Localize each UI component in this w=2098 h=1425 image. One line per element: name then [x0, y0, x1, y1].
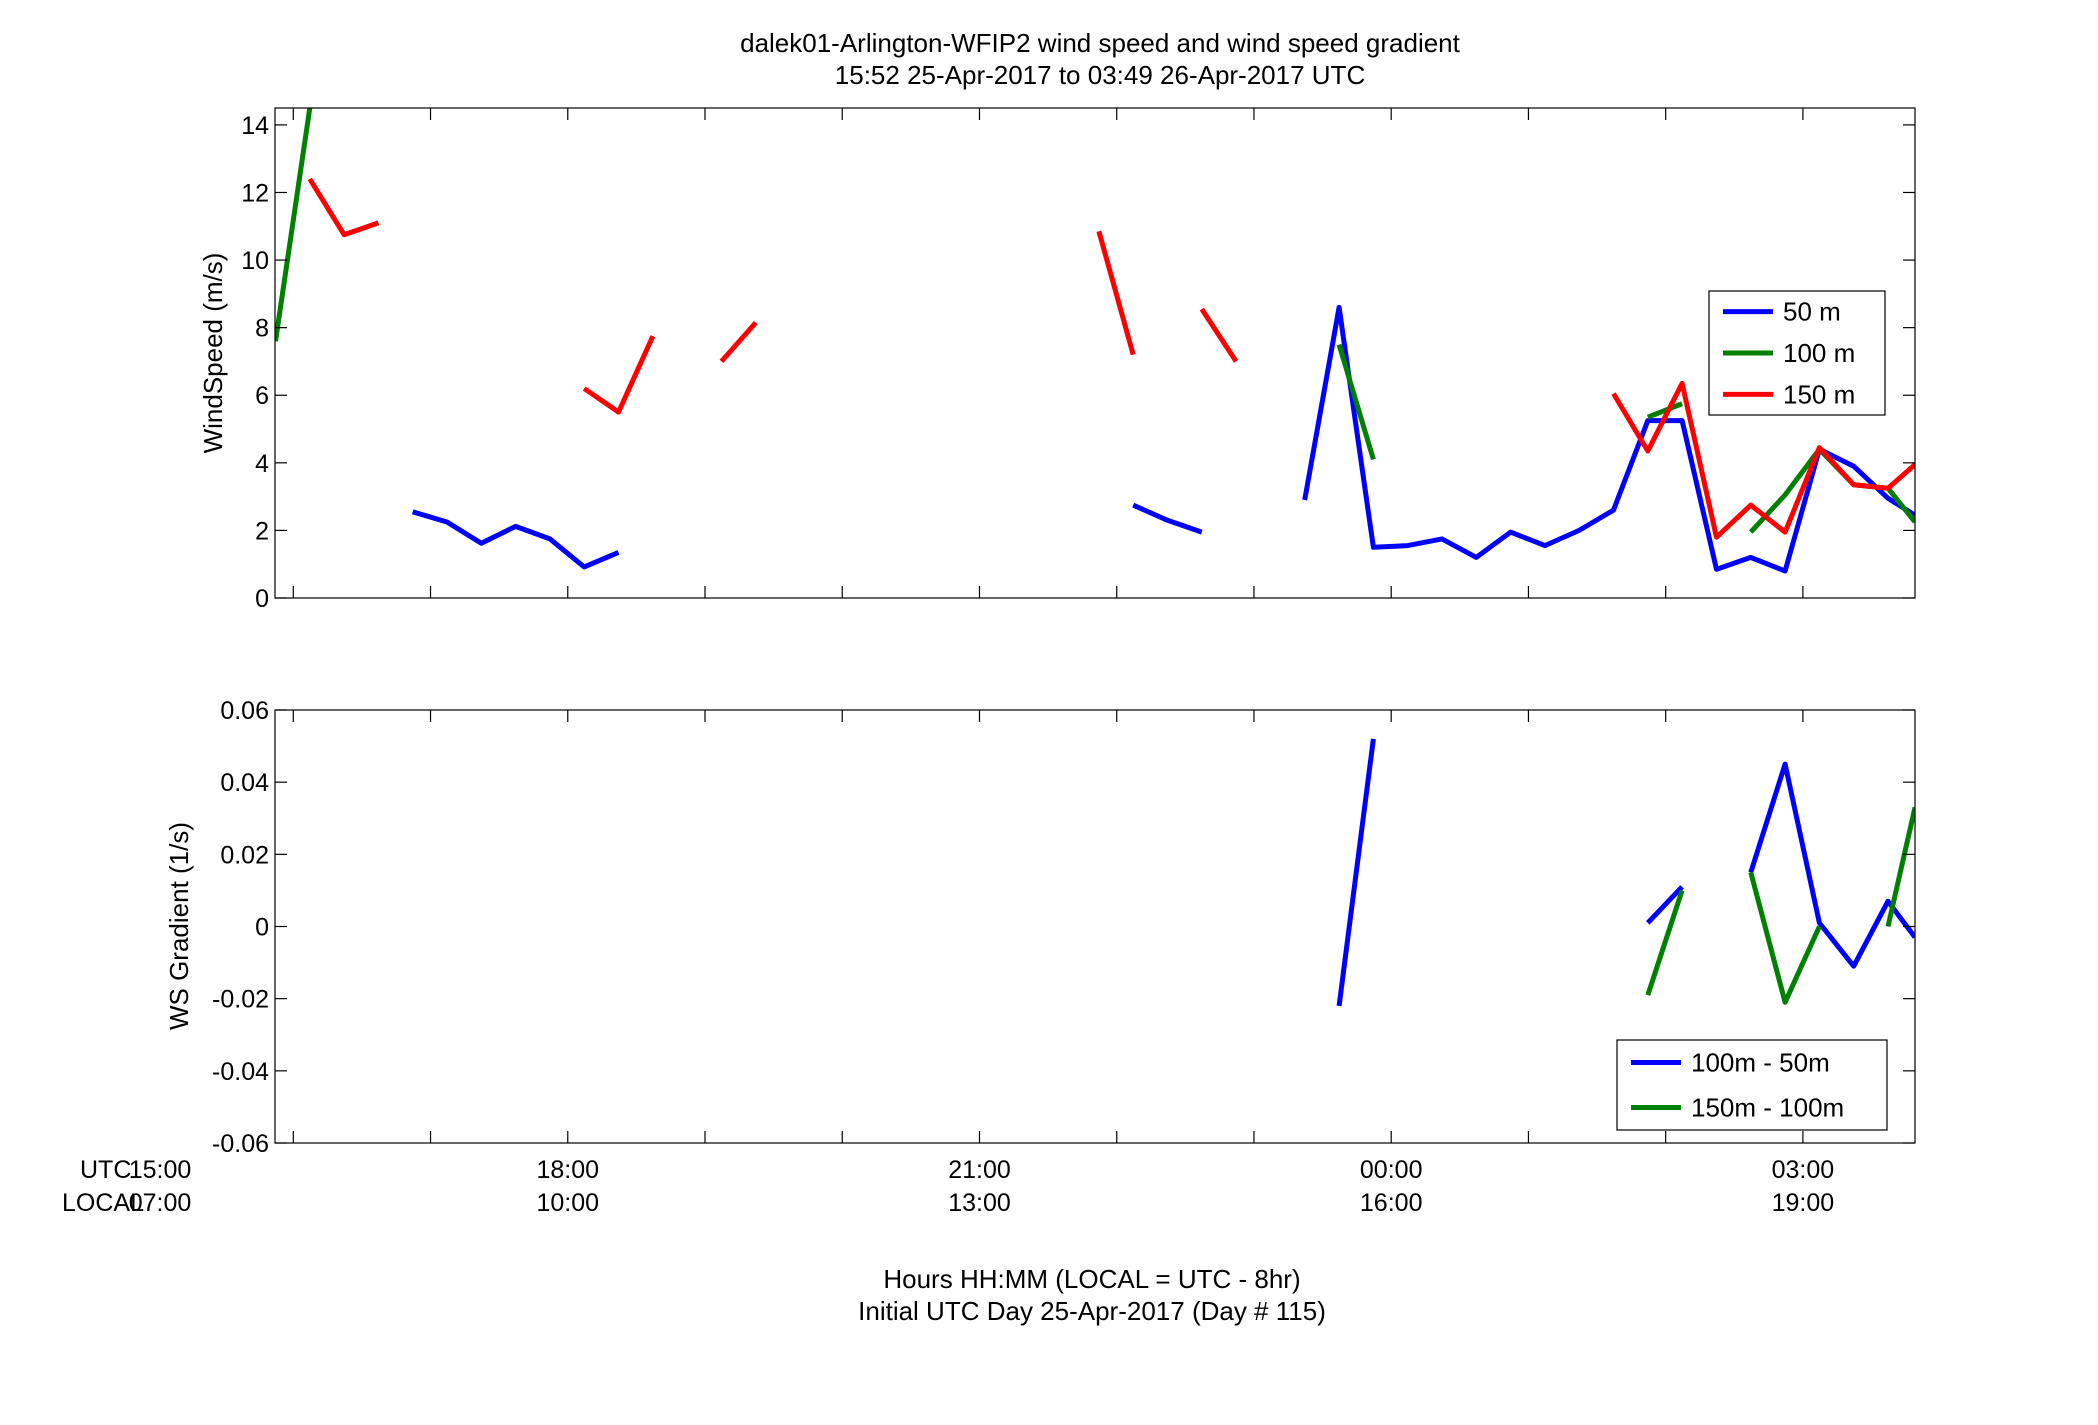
xlabel-line1: Hours HH:MM (LOCAL = UTC - 8hr): [883, 1264, 1300, 1294]
local-tick-label: 07:00: [129, 1189, 192, 1217]
legend-label-100-m: 100 m: [1783, 338, 1855, 368]
utc-tick-label: 03:00: [1772, 1156, 1835, 1184]
utc-row-label: UTC: [80, 1156, 131, 1184]
windspeed-legend: 50 m 100 m 150 m: [1708, 290, 1886, 416]
gradient-ytick-label: -0.06: [212, 1130, 269, 1158]
windspeed-series-group: [275, 108, 1915, 574]
gradient-legend-box: [1616, 1039, 1888, 1131]
gradient-series-line-150m-100m: [1645, 889, 1685, 996]
local-tick-label: 19:00: [1772, 1189, 1835, 1217]
gradient-series-line-100m-50m: [1748, 761, 1915, 969]
gradient-series-line-150m-100m: [1748, 871, 1822, 1005]
utc-tick-label: 21:00: [948, 1156, 1011, 1184]
windspeed-ytick-label: 10: [241, 247, 269, 275]
gradient-ytick-label: -0.02: [212, 986, 269, 1014]
windspeed-series-line-150-m: [1199, 307, 1239, 363]
windspeed-ytick-label: 0: [255, 585, 269, 613]
windspeed-axes-box: [274, 107, 1916, 599]
gradient-series-line-100m-50m: [1336, 738, 1376, 1007]
utc-tick-label: 15:00: [129, 1156, 192, 1184]
windspeed-ytick-label: 8: [255, 315, 269, 343]
gradient-ytick-label: 0.04: [220, 769, 269, 797]
legend-label-150m-100m: 150m - 100m: [1691, 1093, 1844, 1123]
utc-tick-label: 18:00: [536, 1156, 599, 1184]
gradient-panel: -0.06 -0.04 -0.02 0 0.02 0.04 0.06 WS Gradient…: [164, 697, 1916, 1158]
windspeed-series-line-50-m: [411, 509, 620, 570]
windspeed-series-line-150-m: [307, 177, 380, 238]
legend-label-100m-50m: 100m - 50m: [1691, 1048, 1830, 1078]
local-tick-label: 16:00: [1360, 1189, 1423, 1217]
xlabel-line2: Initial UTC Day 25-Apr-2017 (Day # 115): [858, 1296, 1326, 1326]
gradient-ytick-label: 0.02: [220, 841, 269, 869]
gradient-legend: 100m - 50m 150m - 100m: [1616, 1039, 1888, 1131]
windspeed-ytick-label: 12: [241, 179, 269, 207]
windspeed-series-line-150-m: [582, 335, 656, 415]
time-axis-labels: 15:00 07:00 18:00 10:00 21:00 13:00 00:00 16:00…: [129, 1156, 1834, 1217]
windspeed-ytick-label: 4: [255, 450, 269, 478]
local-row-label: LOCAL: [62, 1189, 144, 1217]
windspeed-ytick-label: 2: [255, 517, 269, 545]
windspeed-ylabel: WindSpeed (m/s): [198, 253, 228, 454]
legend-label-150-m: 150 m: [1783, 379, 1855, 409]
windspeed-series-line-150-m: [719, 320, 758, 364]
windspeed-series-line-50-m: [1132, 502, 1203, 535]
windspeed-ytick-label: 6: [255, 382, 269, 410]
windspeed-ytick-label: 14: [241, 112, 269, 140]
figure-title-line1: dalek01-Arlington-WFIP2 wind speed and w…: [740, 28, 1461, 58]
windspeed-series-line-100-m: [275, 108, 313, 342]
windspeed-panel: 0 2 4 6 8 10 12 14 WindSpeed (m/s) 50 m 100 m 150…: [198, 107, 1916, 613]
local-tick-label: 10:00: [536, 1189, 599, 1217]
windspeed-series-line-100-m: [1646, 401, 1684, 420]
windspeed-series-line-150-m: [1096, 230, 1136, 356]
gradient-series-group: [1336, 738, 1915, 1007]
windspeed-series-line-150-m: [1611, 380, 1915, 540]
gradient-ylabel: WS Gradient (1/s): [164, 822, 194, 1030]
gradient-series-line-150m-100m: [1885, 806, 1915, 928]
gradient-ytick-label: -0.04: [212, 1058, 269, 1086]
gradient-ytick-label: 0: [255, 914, 269, 942]
figure-title-line2: 15:52 25-Apr-2017 to 03:49 26-Apr-2017 U…: [835, 60, 1365, 90]
legend-label-50-m: 50 m: [1783, 297, 1841, 327]
gradient-series-line-100m-50m: [1645, 885, 1684, 925]
local-tick-label: 13:00: [948, 1189, 1011, 1217]
gradient-ytick-label: 0.06: [220, 697, 269, 725]
utc-tick-label: 00:00: [1360, 1156, 1423, 1184]
windspeed-series-line-100-m: [1336, 343, 1376, 461]
